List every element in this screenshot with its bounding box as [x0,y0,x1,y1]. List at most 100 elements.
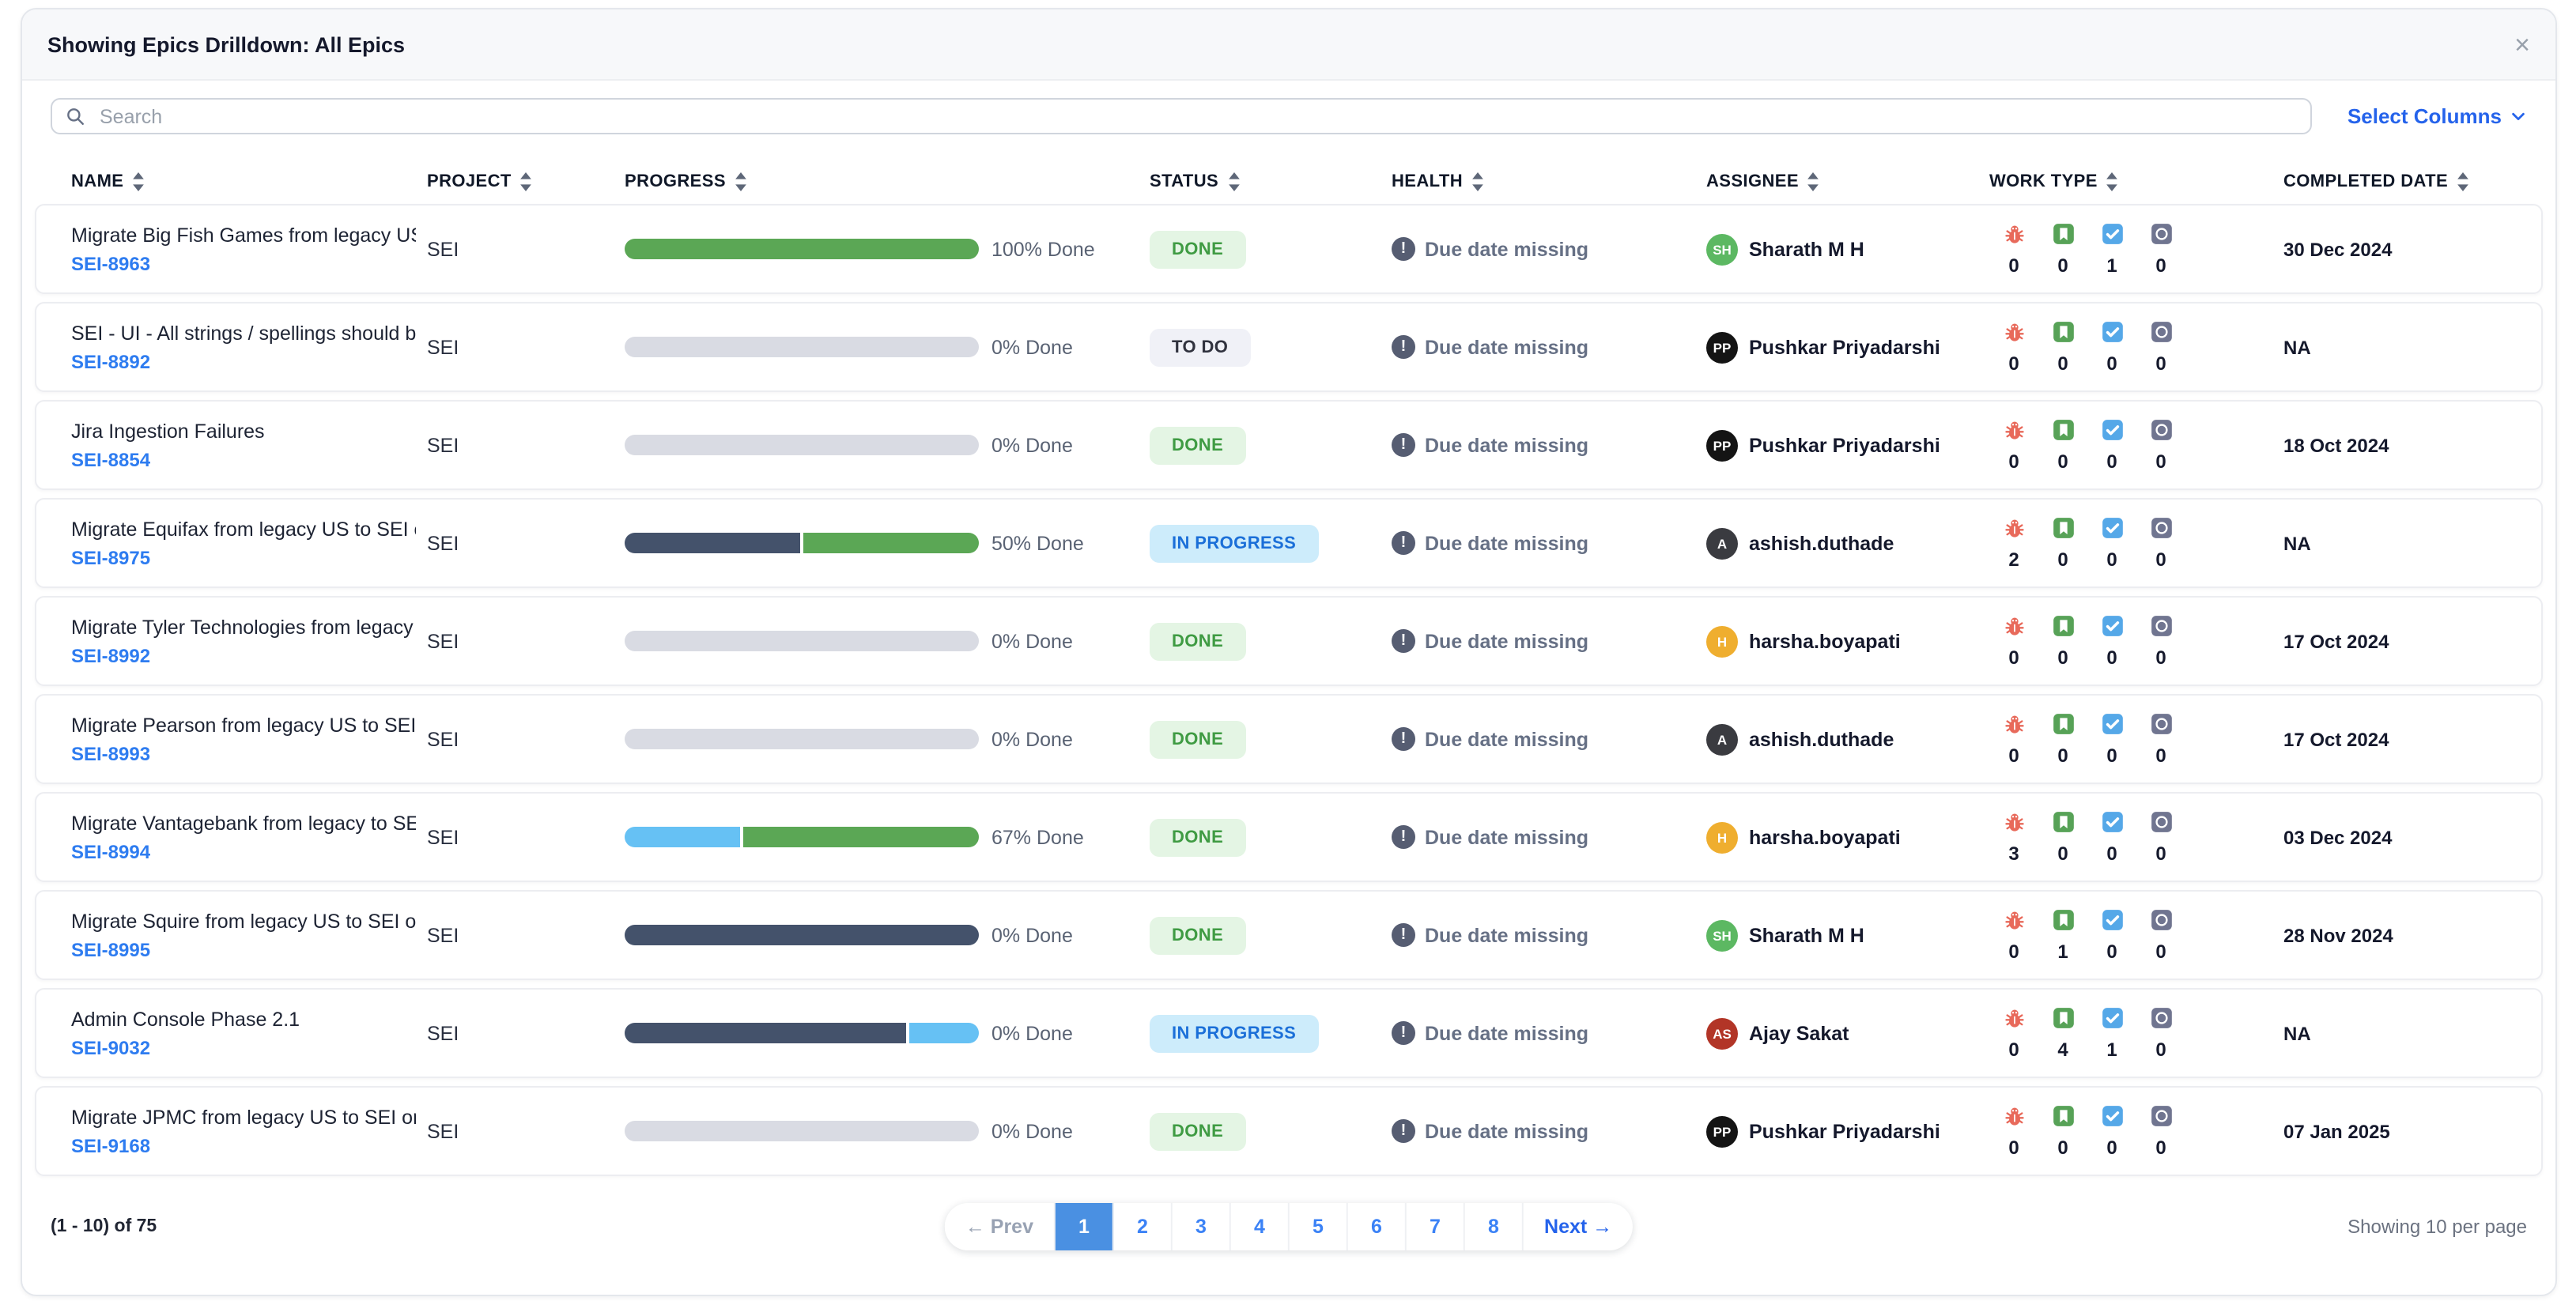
pagination-prev-button[interactable]: ← Prev [944,1203,1056,1250]
table-row[interactable]: Jira Ingestion Failures SEI-8854 SEI 0% … [35,400,2543,490]
health-cell: ! Due date missing [1392,1021,1706,1045]
progress-segment [625,925,979,945]
task-icon [2102,615,2122,635]
bug-icon [2004,322,2023,341]
work-type-item: 0 [1989,614,2038,668]
table-row[interactable]: SEI - UI - All strings / spellings shoul… [35,302,2543,392]
epic-key-link[interactable]: SEI-8963 [71,252,151,274]
column-header-health[interactable]: HEALTH [1392,172,1706,191]
work-type-item: 0 [2038,1104,2087,1158]
work-type-count: 0 [2057,1136,2068,1158]
name-cell: Migrate Squire from legacy US to SEI on … [71,910,427,960]
toolbar: Select Columns [51,98,2527,134]
project-cell: SEI [427,238,459,260]
assignee-name: Sharath M H [1749,238,1864,260]
table-row[interactable]: Admin Console Phase 2.1 SEI-9032 SEI 0% … [35,988,2543,1078]
pagination-page-3[interactable]: 3 [1173,1203,1232,1250]
epic-key-link[interactable]: SEI-8992 [71,644,151,666]
work-type-item: 0 [2136,810,2185,864]
work-type-cell: 0 0 0 0 [1989,1088,2283,1175]
column-header-progress[interactable]: PROGRESS [625,172,1150,191]
story-icon [2053,615,2073,635]
sort-icon[interactable] [131,172,145,191]
epic-key-link[interactable]: SEI-8993 [71,742,151,764]
column-header-name[interactable]: NAME [71,172,427,191]
work-type-item: 0 [2136,908,2185,962]
sort-icon[interactable] [2106,172,2120,191]
work-type-count: 0 [2008,450,2019,472]
work-type-count: 0 [2106,940,2117,962]
status-badge: DONE [1150,622,1246,660]
column-label: HEALTH [1392,172,1463,191]
epic-name: SEI - UI - All strings / spellings shoul… [71,322,416,344]
sort-icon[interactable] [519,172,534,191]
story-icon [2053,811,2073,832]
column-header-project[interactable]: PROJECT [427,172,625,191]
work-type-item: 1 [2087,1006,2136,1060]
health-cell: ! Due date missing [1392,825,1706,849]
epic-key-link[interactable]: SEI-8995 [71,938,151,960]
work-type-count: 0 [2008,1038,2019,1060]
story-icon [2053,713,2073,733]
name-cell: SEI - UI - All strings / spellings shoul… [71,322,427,372]
work-type-item: 0 [1989,1006,2038,1060]
table-row[interactable]: Migrate Tyler Technologies from legacy U… [35,596,2543,686]
pagination-next-button[interactable]: Next → [1524,1203,1634,1250]
sort-icon[interactable] [1807,172,1821,191]
other-icon [2151,419,2171,439]
epic-key-link[interactable]: SEI-9168 [71,1134,151,1156]
table-row[interactable]: Migrate JPMC from legacy US to SEI on Ha… [35,1086,2543,1176]
work-type-item: 0 [1989,1104,2038,1158]
work-type-item: 0 [2087,516,2136,570]
table-row[interactable]: Migrate Vantagebank from legacy to SEI o… [35,792,2543,882]
epic-key-link[interactable]: SEI-8854 [71,448,151,470]
work-type-count: 0 [2155,646,2166,668]
progress-cell: 0% Done [625,924,1150,946]
project-cell: SEI [427,728,459,750]
select-columns-label: Select Columns [2347,104,2502,128]
bug-icon [2004,1107,2023,1125]
bug-icon [2004,813,2023,831]
status-cell: DONE [1150,916,1392,954]
bug-icon [2004,715,2023,733]
pagination-page-5[interactable]: 5 [1290,1203,1349,1250]
search-input[interactable] [96,104,2298,129]
sort-icon[interactable] [2456,172,2470,191]
column-header-date[interactable]: COMPLETED DATE [2283,172,2541,191]
sort-icon[interactable] [1471,172,1485,191]
pagination-page-8[interactable]: 8 [1465,1203,1524,1250]
epic-name: Migrate Big Fish Games from legacy US to… [71,224,416,246]
pagination-page-1[interactable]: 1 [1056,1203,1115,1250]
work-type-count: 0 [2155,548,2166,570]
pagination-page-2[interactable]: 2 [1114,1203,1173,1250]
sort-icon[interactable] [1226,172,1241,191]
column-header-status[interactable]: STATUS [1150,172,1392,191]
select-columns-button[interactable]: Select Columns [2347,104,2527,128]
search-box[interactable] [51,98,2312,134]
work-type-count: 0 [2057,450,2068,472]
pagination-page-4[interactable]: 4 [1231,1203,1290,1250]
epic-name: Admin Console Phase 2.1 [71,1008,300,1030]
work-type-item: 0 [2136,320,2185,374]
epic-key-link[interactable]: SEI-8892 [71,350,151,372]
work-type-item: 0 [2087,712,2136,766]
status-badge: IN PROGRESS [1150,524,1319,562]
close-icon[interactable]: × [2514,29,2530,59]
pagination-page-6[interactable]: 6 [1348,1203,1407,1250]
sort-icon[interactable] [734,172,748,191]
epic-key-link[interactable]: SEI-8975 [71,546,151,568]
pagination-page-7[interactable]: 7 [1407,1203,1466,1250]
table-row[interactable]: Migrate Big Fish Games from legacy US to… [35,204,2543,294]
assignee-cell: H harsha.boyapati [1706,821,1989,853]
completed-date: 07 Jan 2025 [2283,1120,2390,1142]
column-header-worktype[interactable]: WORK TYPE [1989,172,2283,191]
progress-bar [625,729,979,749]
column-header-assignee[interactable]: ASSIGNEE [1706,172,1989,191]
table-row[interactable]: Migrate Pearson from legacy US to SEI on… [35,694,2543,784]
column-label: PROGRESS [625,172,726,191]
progress-label: 0% Done [991,336,1073,358]
epic-key-link[interactable]: SEI-8994 [71,840,151,862]
epic-key-link[interactable]: SEI-9032 [71,1036,151,1058]
table-row[interactable]: Migrate Equifax from legacy US to SEI on… [35,498,2543,588]
table-row[interactable]: Migrate Squire from legacy US to SEI on … [35,890,2543,980]
